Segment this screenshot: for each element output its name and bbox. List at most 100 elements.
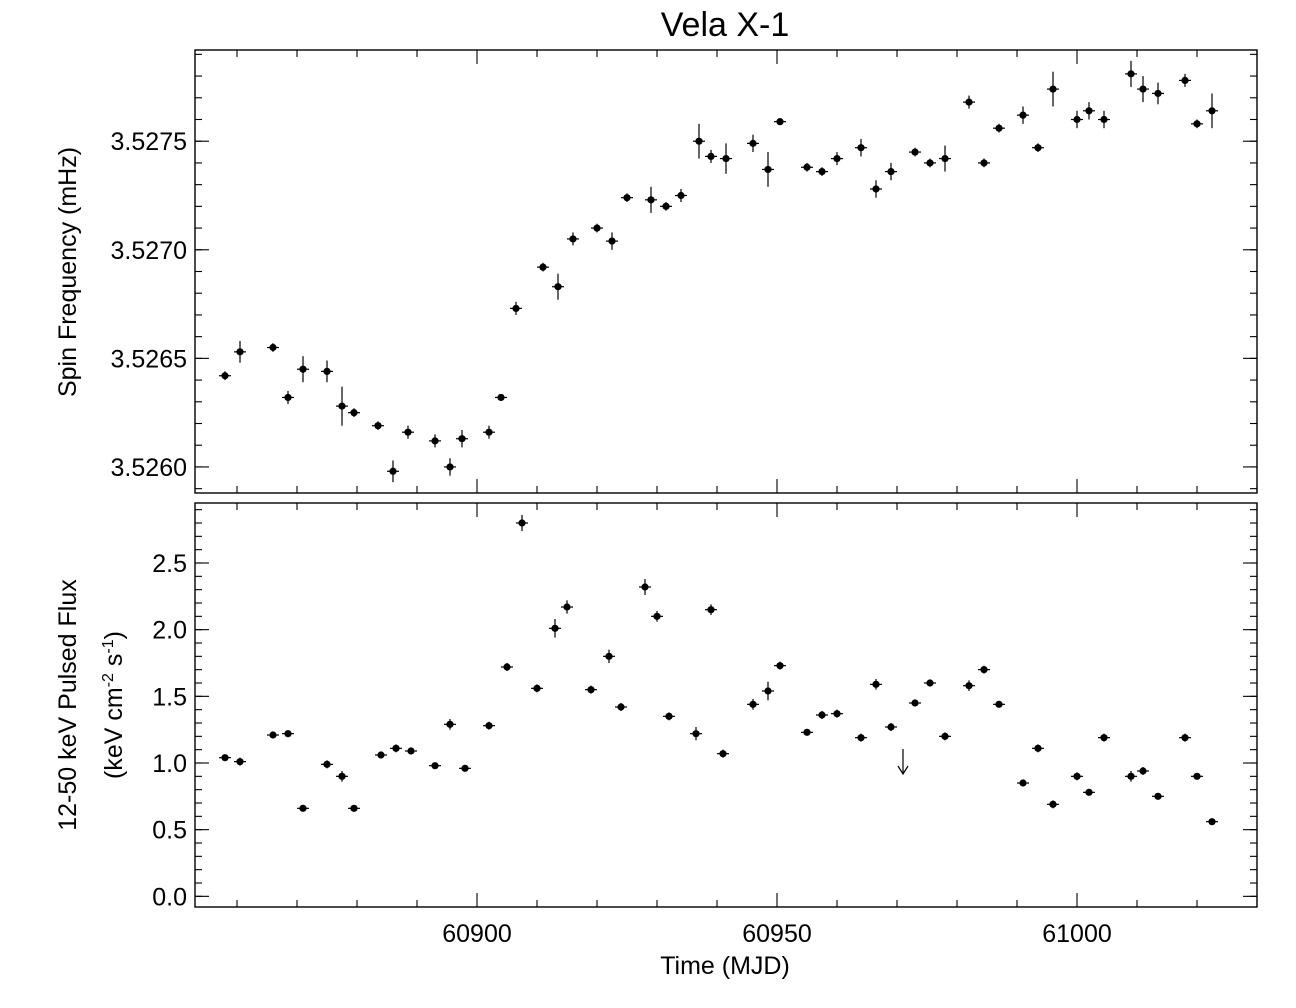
marker [707, 606, 715, 614]
marker [803, 163, 811, 171]
spin-data-point [1179, 73, 1191, 87]
marker [389, 467, 397, 475]
marker [1181, 76, 1189, 85]
spin-data-point [387, 460, 399, 483]
marker [404, 428, 412, 436]
marker [719, 750, 727, 758]
marker [965, 98, 973, 106]
marker [887, 168, 895, 176]
marker [692, 730, 700, 738]
y-tick-label: 0.0 [152, 883, 187, 911]
spin-data-point [336, 386, 348, 426]
marker [776, 118, 784, 126]
marker [707, 152, 715, 161]
spin-data-point [885, 162, 897, 181]
spin-data-point [297, 356, 309, 383]
marker [1100, 734, 1108, 742]
spin-data-point [1083, 102, 1095, 120]
x-tick-label: 61000 [1042, 920, 1112, 948]
flux-data-point [1206, 818, 1218, 826]
marker [995, 700, 1003, 708]
bottom-panel-frame [194, 502, 1258, 908]
flux-data-point [603, 649, 615, 663]
marker [377, 751, 385, 759]
bottom-panel-ylabel-unit: (keV cm-2 s-1) [100, 631, 128, 779]
marker [533, 684, 541, 692]
marker [653, 612, 661, 620]
spin-frequency-series [219, 60, 1218, 483]
marker [818, 711, 826, 719]
flux-data-point [1032, 744, 1044, 753]
marker [776, 662, 784, 670]
upper-limit-arrow [897, 749, 909, 776]
marker [1049, 800, 1057, 808]
spin-data-point [993, 123, 1005, 133]
flux-data-point [1191, 772, 1203, 780]
marker [941, 154, 949, 163]
spin-data-point [1206, 93, 1218, 129]
marker [665, 712, 673, 720]
marker [392, 744, 400, 752]
top-panel-ytick-labels: 3.5260 3.5265 3.5270 3.5275 [111, 128, 187, 482]
x-axis-label: Time (MJD) [660, 952, 790, 980]
flux-data-point [747, 699, 759, 710]
spin-data-point [660, 202, 672, 211]
flux-data-point [348, 804, 360, 812]
spin-data-point [801, 162, 813, 172]
marker [299, 804, 307, 812]
flux-data-point [1137, 767, 1149, 775]
chart-title: Vela X-1 [661, 6, 790, 44]
spin-data-point [510, 301, 522, 315]
flux-data-point [219, 754, 231, 762]
flux-data-point [459, 764, 471, 772]
marker [965, 682, 973, 690]
marker [1127, 772, 1135, 780]
marker [338, 402, 346, 410]
flux-data-point [501, 663, 513, 671]
flux-data-point [705, 604, 717, 615]
marker [446, 720, 454, 728]
marker [446, 463, 454, 471]
marker [749, 700, 757, 708]
spin-data-point [282, 390, 294, 404]
spin-data-point [456, 430, 468, 448]
spin-data-point [402, 425, 414, 439]
spin-data-point [747, 134, 759, 153]
spin-data-point [348, 408, 360, 417]
spin-data-point [693, 123, 705, 159]
spin-data-point [924, 158, 936, 168]
marker [911, 699, 919, 707]
flux-data-point [267, 731, 279, 739]
flux-data-point [336, 771, 348, 782]
spin-data-point [705, 149, 717, 163]
marker [284, 730, 292, 738]
spin-data-point [1047, 71, 1059, 107]
flux-data-point [585, 685, 597, 694]
marker [1019, 111, 1027, 119]
spin-data-point [267, 343, 279, 352]
top-panel-ylabel: Spin Frequency (mHz) [54, 147, 82, 397]
top-panel-frame [194, 49, 1258, 494]
marker [431, 762, 439, 770]
marker [1193, 772, 1201, 780]
marker [617, 703, 625, 711]
marker [221, 754, 229, 762]
bottom-panel-xtick-labels: 60900 60950 61000 [442, 920, 1112, 948]
y-tick-label: 3.5260 [111, 454, 187, 482]
flux-data-point [531, 684, 543, 693]
flux-data-point [1071, 772, 1083, 781]
marker [350, 804, 358, 812]
flux-data-point [978, 665, 990, 674]
marker [818, 168, 826, 176]
marker [995, 124, 1003, 132]
marker [1208, 107, 1216, 115]
marker [1019, 779, 1027, 787]
marker [503, 663, 511, 671]
marker [1139, 767, 1147, 775]
marker [1181, 734, 1189, 742]
flux-data-point [405, 747, 417, 755]
y-tick-label: 1.0 [152, 750, 187, 778]
spin-data-point [855, 139, 867, 157]
marker [323, 760, 331, 768]
marker [1073, 115, 1081, 124]
